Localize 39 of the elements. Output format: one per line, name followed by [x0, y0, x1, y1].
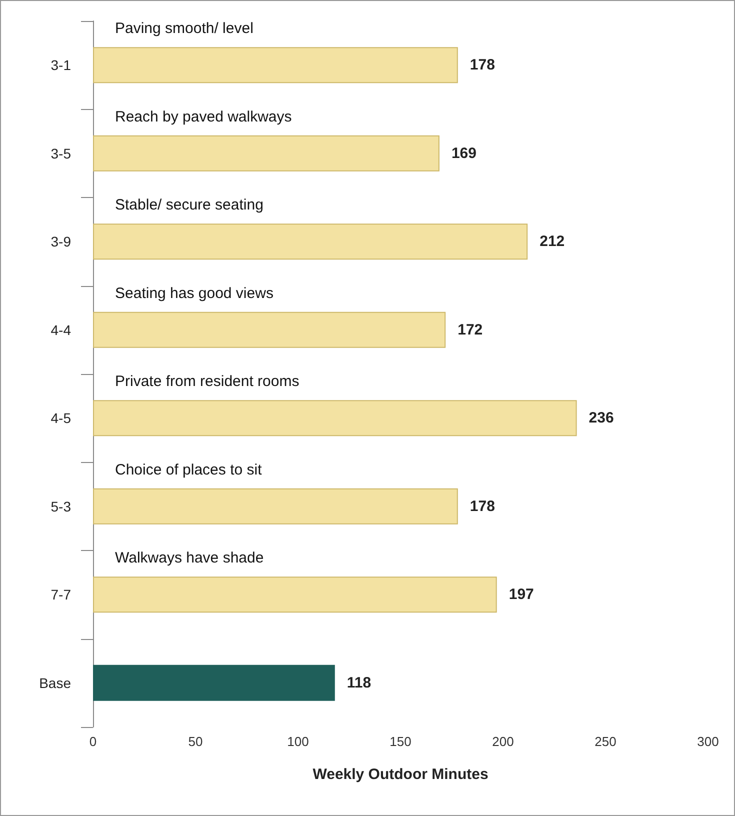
- annotation: Seating has good views: [115, 284, 274, 302]
- bar: [93, 47, 458, 84]
- x-tick-label: 100: [287, 734, 309, 749]
- data-label: 236: [588, 410, 614, 427]
- y-tick-label: 4-4: [50, 322, 72, 338]
- bar: [93, 400, 577, 436]
- y-tick-label: 5-3: [50, 498, 72, 514]
- data-label: 178: [470, 498, 495, 515]
- annotation: Reach by paved walkways: [115, 108, 292, 126]
- annotation: Private from resident rooms: [115, 373, 300, 390]
- bar: [93, 224, 528, 260]
- x-axis-title: Weekly Outdoor Minutes: [312, 766, 488, 783]
- data-label: 169: [451, 144, 476, 162]
- data-label: 172: [458, 321, 483, 338]
- y-tick-label: 4-5: [50, 410, 72, 426]
- annotation: Paving smooth/ level: [115, 20, 254, 38]
- y-tick-label: Base: [39, 674, 72, 691]
- data-label: 178: [470, 56, 495, 74]
- y-tick-label: 7-7: [50, 586, 72, 603]
- x-tick-label: 0: [89, 734, 97, 749]
- annotation: Stable/ secure seating: [115, 196, 264, 214]
- y-tick-label: 3-1: [50, 57, 72, 74]
- data-label: 212: [540, 233, 565, 250]
- bar: [93, 135, 440, 172]
- data-label: 118: [346, 674, 372, 692]
- bar: [93, 576, 497, 613]
- x-tick-label: 200: [492, 734, 514, 749]
- annotation: Choice of places to sit: [115, 461, 263, 478]
- y-tick-label: 3-9: [50, 234, 72, 250]
- x-tick-label: 300: [697, 734, 719, 749]
- y-tick-label: 3-5: [50, 145, 72, 162]
- annotation: Walkways have shade: [115, 550, 264, 567]
- x-tick-label: 50: [188, 734, 203, 749]
- bar: [93, 488, 458, 524]
- x-tick-label: 150: [390, 734, 412, 749]
- x-tick-label: 250: [594, 734, 616, 749]
- bar: [93, 664, 335, 701]
- data-label: 197: [508, 586, 534, 604]
- bar: [93, 312, 446, 348]
